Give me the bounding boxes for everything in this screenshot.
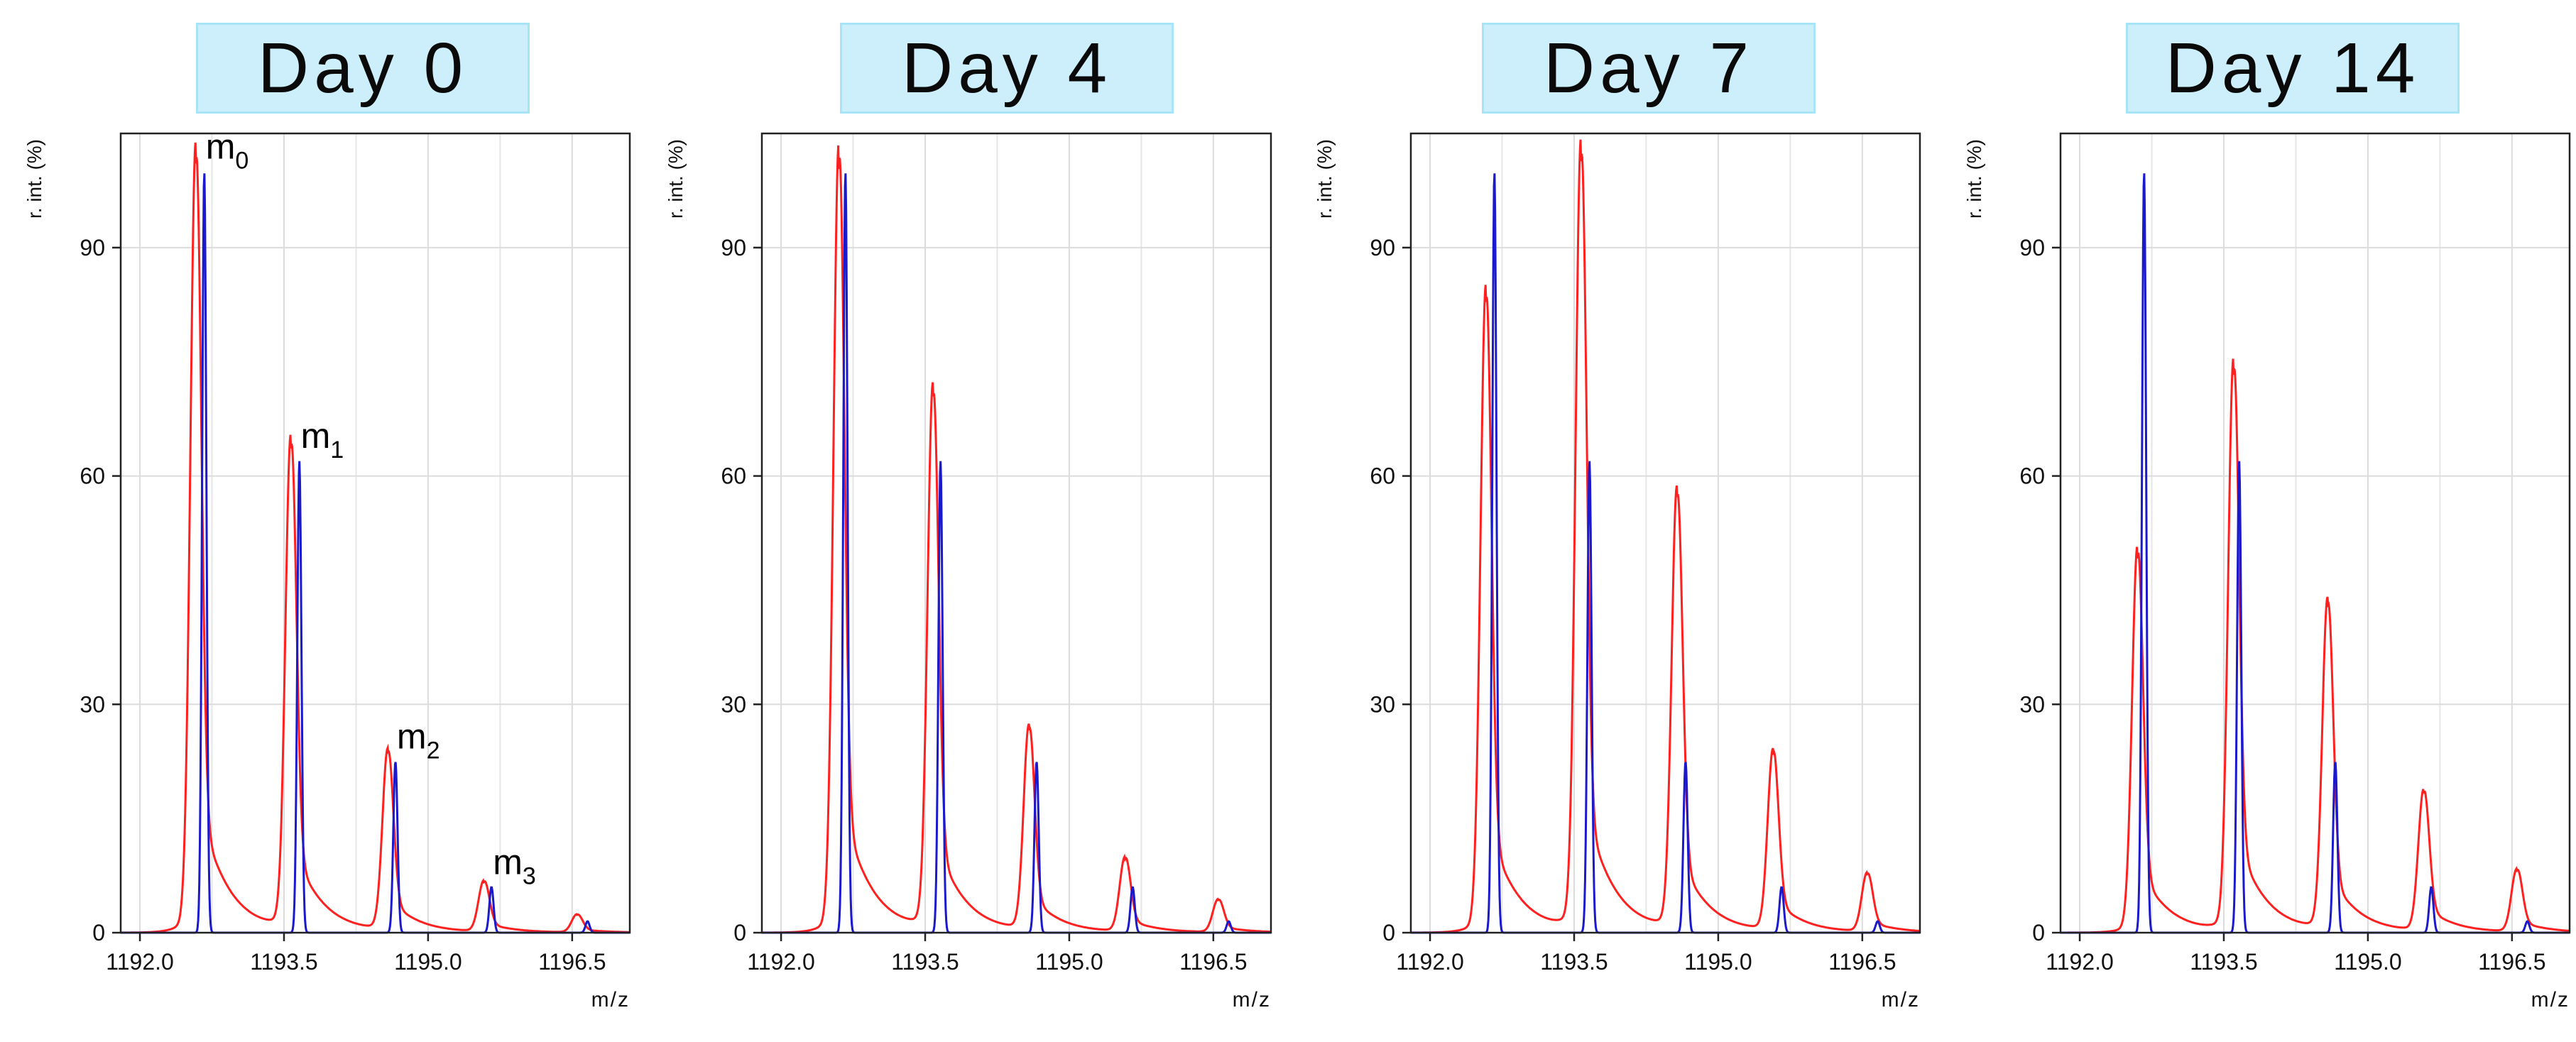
chart-svg: 1192.0 1193.5 1195.0 1196.5 0 30 60 90 r. int. (… bbox=[23, 127, 631, 1011]
chart-title-box: Day 4 bbox=[840, 23, 1174, 114]
x-axis-label: m/z bbox=[591, 988, 630, 1011]
x-axis-label: m/z bbox=[1233, 988, 1271, 1011]
series-theoretical-line bbox=[1411, 173, 1920, 934]
peak-annotation: m3 bbox=[493, 843, 536, 890]
y-tick-label: 60 bbox=[1370, 464, 1395, 489]
x-tick-label: 1192.0 bbox=[747, 949, 815, 975]
series-theoretical-line bbox=[121, 173, 630, 934]
chart-svg: 1192.0 1193.5 1195.0 1196.5 0 30 60 90 r. int. (… bbox=[665, 132, 1272, 1011]
series-observed-line bbox=[762, 145, 1271, 934]
y-axis-label: r. int. (%) bbox=[1314, 139, 1336, 219]
x-tick-label: 1195.0 bbox=[2334, 949, 2402, 975]
series-observed-line bbox=[2061, 358, 2570, 934]
y-tick-label: 90 bbox=[2019, 235, 2045, 260]
x-tick-label: 1193.5 bbox=[2190, 949, 2258, 975]
x-tick-label: 1196.5 bbox=[1828, 949, 1896, 975]
peak-annotation: m0 bbox=[206, 127, 249, 175]
series-theoretical-line bbox=[762, 173, 1271, 934]
chart-title-box: Day 0 bbox=[196, 23, 530, 114]
x-tick-label: 1193.5 bbox=[250, 949, 318, 975]
x-axis-label: m/z bbox=[2531, 988, 2570, 1011]
plot-frame bbox=[119, 132, 631, 934]
chart-title: Day 14 bbox=[2165, 28, 2421, 108]
chart-panel-3: Day 14 1192.0 1193.5 1195.0 1196.5 0 30 60 90 r. … bbox=[1940, 0, 2576, 1042]
chart-title: Day 0 bbox=[257, 28, 469, 108]
y-tick-label: 90 bbox=[80, 235, 105, 260]
plot-frame bbox=[2059, 132, 2571, 934]
y-tick-label: 0 bbox=[2032, 920, 2045, 945]
y-tick-label: 0 bbox=[733, 920, 746, 945]
x-tick-label: 1193.5 bbox=[1540, 949, 1608, 975]
x-tick-label: 1192.0 bbox=[1396, 949, 1464, 975]
chart-title: Day 7 bbox=[1543, 28, 1754, 108]
x-axis-label: m/z bbox=[1882, 988, 1920, 1011]
peak-annotation: m1 bbox=[301, 416, 344, 464]
x-tick-label: 1196.5 bbox=[538, 949, 606, 975]
chart-panel-2: Day 7 1192.0 1193.5 1195.0 1196.5 0 30 60 90 r. i… bbox=[1290, 0, 1929, 1042]
y-axis-label: r. int. (%) bbox=[1963, 139, 1985, 219]
x-tick-label: 1195.0 bbox=[1035, 949, 1103, 975]
y-tick-label: 60 bbox=[2019, 464, 2045, 489]
y-tick-label: 30 bbox=[2019, 691, 2045, 717]
x-tick-label: 1196.5 bbox=[2478, 949, 2546, 975]
chart-svg: 1192.0 1193.5 1195.0 1196.5 0 30 60 90 r. int. (… bbox=[1963, 132, 2571, 1011]
y-tick-label: 30 bbox=[1370, 691, 1395, 717]
chart-title: Day 4 bbox=[901, 28, 1113, 108]
y-axis-label: r. int. (%) bbox=[665, 139, 687, 219]
chart-title-box: Day 14 bbox=[2126, 23, 2460, 114]
chart-panel-0: Day 0 1192.0 1193.5 1195.0 1196.5 0 30 60 90 r. i… bbox=[0, 0, 639, 1042]
chart-panel-1: Day 4 1192.0 1193.5 1195.0 1196.5 0 30 60 90 r. i… bbox=[641, 0, 1280, 1042]
plot-frame bbox=[760, 132, 1272, 934]
x-tick-label: 1193.5 bbox=[891, 949, 959, 975]
x-tick-label: 1196.5 bbox=[1179, 949, 1248, 975]
peak-annotation: m2 bbox=[397, 717, 440, 764]
x-tick-label: 1192.0 bbox=[106, 949, 174, 975]
series-observed-line bbox=[1411, 139, 1920, 934]
y-tick-label: 30 bbox=[721, 691, 746, 717]
y-tick-label: 60 bbox=[80, 464, 105, 489]
y-tick-label: 0 bbox=[92, 920, 105, 945]
x-tick-label: 1195.0 bbox=[1684, 949, 1752, 975]
y-tick-label: 60 bbox=[721, 464, 746, 489]
y-tick-label: 30 bbox=[80, 691, 105, 717]
x-tick-label: 1195.0 bbox=[394, 949, 462, 975]
y-tick-label: 0 bbox=[1382, 920, 1395, 945]
y-axis-label: r. int. (%) bbox=[23, 139, 45, 219]
chart-title-box: Day 7 bbox=[1482, 23, 1816, 114]
chart-svg: 1192.0 1193.5 1195.0 1196.5 0 30 60 90 r. int. (… bbox=[1314, 132, 1921, 1011]
plot-frame bbox=[1409, 132, 1921, 934]
y-tick-label: 90 bbox=[1370, 235, 1395, 260]
x-tick-label: 1192.0 bbox=[2046, 949, 2114, 975]
series-observed-line bbox=[121, 142, 630, 934]
y-tick-label: 90 bbox=[721, 235, 746, 260]
